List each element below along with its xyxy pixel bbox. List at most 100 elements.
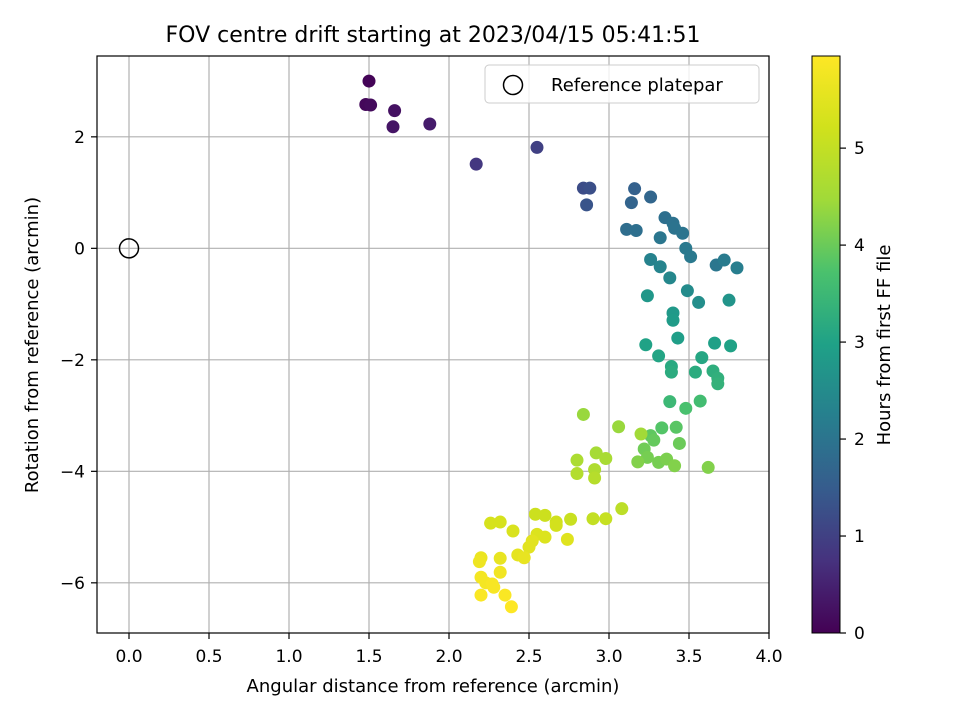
- scatter-points: [359, 74, 744, 614]
- colorbar: 0 1 2 3 4 5 Hours from first FF file: [811, 55, 895, 644]
- y-axis-ticks: −6 −4 −2 0 2: [60, 128, 97, 594]
- reference-platepar-marker: [118, 238, 140, 259]
- colorbar-tick-label: 0: [854, 624, 865, 644]
- colorbar-tick-label: 3: [854, 333, 865, 353]
- scatter-point: [504, 600, 518, 614]
- scatter-point: [549, 518, 563, 532]
- scatter-point: [472, 555, 486, 569]
- scatter-point: [711, 377, 725, 391]
- scatter-point: [666, 313, 680, 327]
- scatter-point: [701, 460, 715, 474]
- scatter-point: [530, 140, 544, 154]
- scatter-point: [693, 394, 707, 408]
- scatter-point: [362, 74, 376, 88]
- scatter-point: [528, 507, 542, 521]
- x-tick-label: 0.5: [195, 647, 222, 667]
- scatter-point: [564, 512, 578, 526]
- scatter-point: [688, 365, 702, 379]
- scatter-point: [653, 260, 667, 274]
- scatter-point: [388, 104, 402, 118]
- scatter-point: [589, 446, 603, 460]
- scatter-point: [628, 182, 642, 196]
- scatter-point: [631, 455, 645, 469]
- scatter-point: [588, 471, 602, 485]
- scatter-point: [647, 433, 661, 447]
- colorbar-tick-label: 5: [854, 139, 865, 159]
- grid-lines: [97, 56, 770, 633]
- scatter-point: [676, 226, 690, 240]
- scatter-point: [692, 295, 706, 309]
- scatter-point: [538, 530, 552, 544]
- scatter-point: [695, 351, 709, 365]
- scatter-point: [679, 401, 693, 415]
- scatter-point: [664, 365, 678, 379]
- scatter-point: [663, 271, 677, 285]
- y-tick-label: 2: [74, 128, 85, 148]
- scatter-point: [580, 198, 594, 212]
- scatter-point: [612, 420, 626, 434]
- scatter-point: [386, 120, 400, 134]
- chart-title: FOV centre drift starting at 2023/04/15 …: [166, 23, 701, 48]
- scatter-point: [586, 512, 600, 526]
- y-axis-label: Rotation from reference (arcmin): [22, 197, 43, 493]
- x-tick-label: 0.0: [115, 647, 142, 667]
- scatter-point: [634, 427, 648, 441]
- scatter-point: [717, 253, 731, 267]
- scatter-point: [620, 222, 634, 236]
- scatter-point: [639, 338, 653, 352]
- scatter-point: [522, 540, 536, 554]
- scatter-point: [517, 551, 531, 565]
- x-tick-label: 3.0: [595, 647, 622, 667]
- legend-box: [484, 64, 760, 104]
- x-tick-label: 2.5: [515, 647, 542, 667]
- scatter-point: [724, 339, 738, 353]
- plot-frame: [96, 55, 770, 634]
- x-tick-label: 4.0: [755, 647, 782, 667]
- y-tick-label: −4: [60, 462, 85, 482]
- x-tick-label: 1.5: [355, 647, 382, 667]
- colorbar-tick-label: 4: [854, 236, 865, 256]
- scatter-point: [493, 551, 507, 565]
- scatter-point: [629, 223, 643, 237]
- x-axis-ticks: 0.0 0.5 1.0 1.5 2.0 2.5 3.0 3.5 4.0: [115, 633, 783, 667]
- scatter-point: [474, 588, 488, 602]
- scatter-point: [663, 395, 677, 409]
- scatter-point: [680, 284, 694, 298]
- scatter-point: [599, 512, 613, 526]
- scatter-point: [644, 190, 658, 204]
- scatter-point: [684, 250, 698, 264]
- scatter-point: [487, 580, 501, 594]
- legend-open-circle-icon: [502, 74, 524, 96]
- x-axis-label: Angular distance from reference (arcmin): [247, 676, 620, 697]
- scatter-point: [560, 532, 574, 546]
- scatter-point: [672, 436, 686, 450]
- scatter-point: [576, 407, 590, 421]
- scatter-point: [423, 117, 437, 131]
- scatter-point: [493, 515, 507, 529]
- x-tick-label: 3.5: [675, 647, 702, 667]
- reference-marker-layer: [118, 238, 140, 259]
- colorbar-tick-label: 2: [854, 430, 865, 450]
- colorbar-label: Hours from first FF file: [874, 245, 895, 446]
- scatter-point: [493, 565, 507, 579]
- legend-entry-reference-platepar: Reference platepar: [551, 75, 723, 96]
- scatter-point: [538, 508, 552, 522]
- y-tick-label: 0: [74, 239, 85, 259]
- scatter-point: [570, 453, 584, 467]
- scatter-point: [599, 452, 613, 466]
- colorbar-ticks: 0 1 2 3 4 5: [840, 139, 865, 644]
- y-tick-label: −2: [60, 351, 85, 371]
- scatter-point: [624, 196, 638, 210]
- scatter-point: [570, 467, 584, 481]
- colorbar-gradient: [811, 55, 841, 634]
- scatter-point: [583, 181, 597, 195]
- y-tick-label: −6: [60, 574, 85, 594]
- scatter-point: [669, 420, 683, 434]
- x-tick-label: 2.0: [435, 647, 462, 667]
- scatter-point: [615, 502, 629, 516]
- scatter-point: [644, 252, 658, 266]
- scatter-point: [668, 459, 682, 473]
- scatter-point: [469, 157, 483, 171]
